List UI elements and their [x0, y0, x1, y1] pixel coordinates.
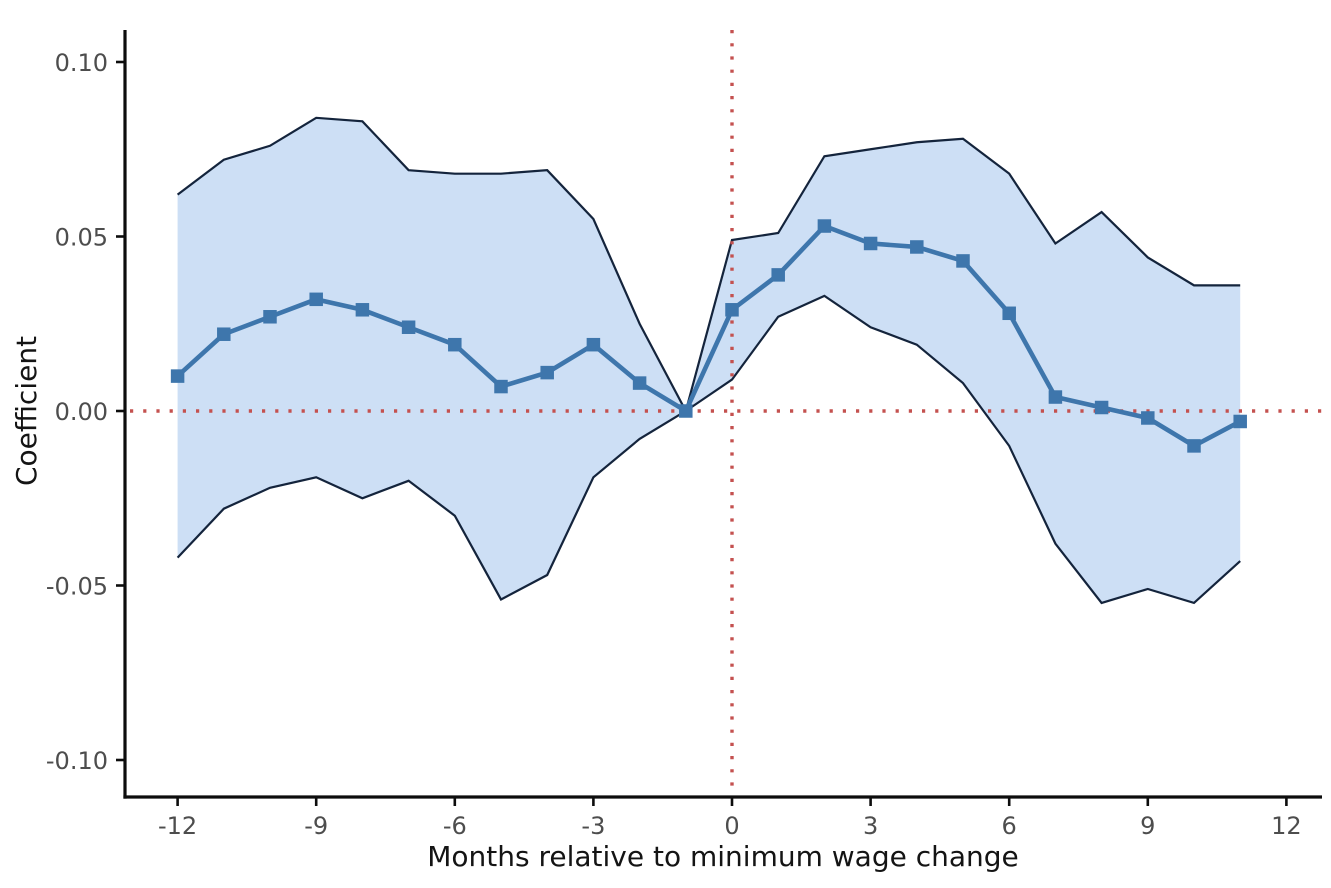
data-point-marker [170, 369, 185, 383]
confidence-band-lower-edge [176, 294, 1241, 605]
confidence-band-upper-edge [176, 116, 1241, 414]
tick-labels-layer: 0.10 0.05 0.00 -0.05 -0.10 -12 -9 -6 -3 0 3 6 9 12 [46, 49, 1302, 840]
coefficient-series-layer [170, 219, 1247, 453]
y-tick-label: -0.10 [46, 747, 108, 775]
data-point-marker [817, 219, 832, 233]
x-tick-label: -12 [158, 812, 197, 840]
x-tick-label: -3 [581, 812, 605, 840]
data-point-marker [1094, 400, 1109, 415]
x-tick-label: 12 [1271, 812, 1302, 840]
data-point-marker [1002, 306, 1016, 321]
x-tick-label: 9 [1140, 812, 1155, 840]
data-point-marker [771, 268, 785, 282]
data-point-marker [309, 292, 323, 307]
reference-lines-layer [130, 30, 1322, 797]
x-tick-label: 6 [1002, 812, 1017, 840]
data-point-marker [217, 327, 231, 341]
axes-layer [116, 30, 1322, 806]
data-point-marker [632, 376, 647, 390]
coefficient-line [175, 223, 1243, 449]
data-point-marker [863, 236, 878, 251]
data-point-marker [586, 337, 601, 352]
x-tick-label: 0 [724, 812, 739, 840]
data-point-marker [1141, 411, 1155, 425]
data-point-marker [494, 379, 508, 394]
data-point-marker [540, 365, 554, 380]
data-point-marker [1233, 414, 1247, 429]
y-tick-label: 0.05 [55, 224, 108, 252]
data-point-marker [1048, 390, 1063, 404]
data-point-marker [401, 320, 416, 334]
y-tick-label: 0.00 [55, 398, 108, 426]
x-tick-label: -6 [443, 812, 467, 840]
y-tick-label: 0.10 [55, 49, 108, 77]
data-point-marker [679, 404, 693, 418]
data-point-marker [725, 303, 739, 317]
data-point-marker [1187, 439, 1201, 453]
x-tick-label: 3 [863, 812, 878, 840]
data-point-marker [448, 337, 462, 352]
x-axis-title: Months relative to minimum wage change [427, 840, 1019, 873]
y-tick-label: -0.05 [46, 573, 108, 601]
data-point-marker [956, 254, 970, 268]
x-tick-label: -9 [304, 812, 328, 840]
y-axis-title: Coefficient [10, 336, 43, 486]
data-point-marker [355, 303, 370, 317]
data-point-marker [263, 310, 277, 324]
data-point-marker [910, 240, 924, 254]
